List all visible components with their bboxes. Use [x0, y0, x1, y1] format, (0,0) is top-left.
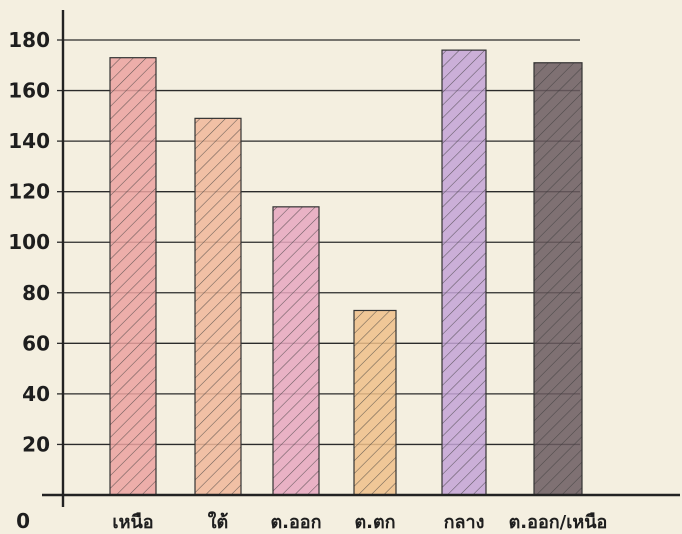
- y-tick-label: 160: [8, 79, 50, 103]
- bars: [109, 49, 583, 496]
- bar-hatch: [534, 62, 582, 495]
- y-tick-label: 20: [22, 432, 50, 456]
- x-category-label: กลาง: [444, 512, 485, 533]
- x-category-label: ใต้: [208, 511, 228, 533]
- y-tick-labels: 0 20 40 60 80 100 120 140 160 180: [8, 28, 50, 533]
- y-tick-label: 60: [22, 331, 50, 355]
- axes: [42, 10, 680, 507]
- y-tick-label: 0: [16, 509, 30, 533]
- x-category-label: เหนือ: [112, 512, 153, 533]
- y-tick-label: 80: [22, 281, 50, 305]
- y-tick-label: 120: [8, 180, 50, 204]
- y-tick-label: 140: [8, 129, 50, 153]
- x-category-labels: เหนือ ใต้ ต.ออก ต.ตก กลาง ต.ออก/เหนือ: [112, 511, 607, 533]
- x-category-label: ต.ออก/เหนือ: [509, 512, 608, 533]
- y-tick-label: 180: [8, 28, 50, 52]
- bar-hatch: [354, 310, 396, 495]
- x-category-label: ต.ออก: [270, 512, 321, 533]
- bar-hatch: [195, 118, 241, 495]
- x-category-label: ต.ตก: [354, 512, 395, 533]
- bar-hatch: [110, 57, 156, 495]
- y-tick-label: 40: [22, 382, 50, 406]
- y-tick-label: 100: [8, 230, 50, 254]
- bar-hatch: [442, 50, 486, 495]
- bar-hatch: [273, 206, 319, 496]
